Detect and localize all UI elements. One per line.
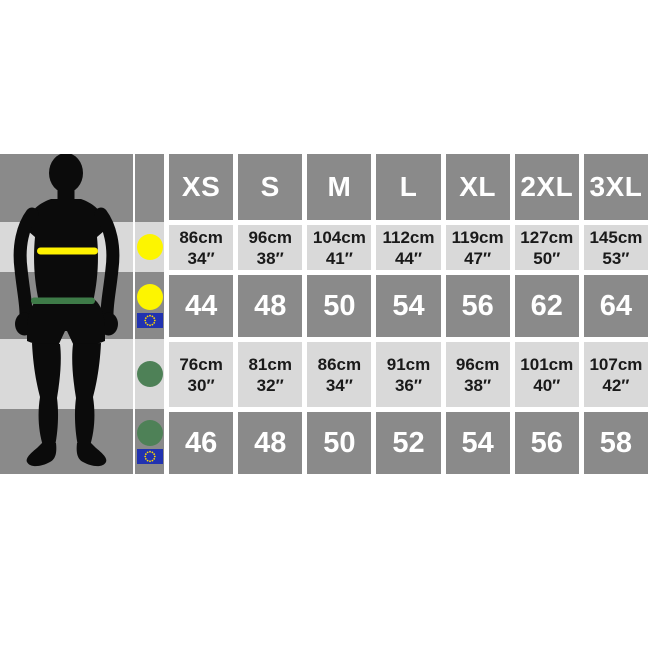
chest-eu-cell: 50 (307, 275, 372, 337)
waist-eu-cell: 48 (238, 412, 303, 474)
chest-eu-cell: 44 (169, 275, 234, 337)
chest-in-value: 47″ (464, 248, 492, 268)
indicator-column (135, 154, 164, 474)
waist-eu-cell: 58 (583, 412, 648, 474)
waist-cm-value: 76cm (179, 354, 223, 374)
waist-line (31, 297, 95, 304)
indicator-waist-cm (135, 339, 164, 409)
waist-in-value: 40″ (533, 375, 561, 395)
waist-in-value: 34″ (325, 375, 353, 395)
size-header-s: S (238, 154, 303, 220)
size-header-l: L (376, 154, 441, 220)
size-header-3xl: 3XL (583, 154, 648, 220)
chest-cm-cell: 112cm 44″ (376, 225, 441, 270)
waist-cm-cell: 107cm 42″ (583, 342, 648, 407)
waist-cm-value: 86cm (317, 354, 362, 374)
chest-eu-cell: 54 (376, 275, 441, 337)
indicator-chest-eu (135, 272, 164, 339)
waist-cm-value: 91cm (386, 354, 431, 374)
waist-cm-value: 101cm (520, 354, 574, 374)
waist-eu-cell: 56 (514, 412, 579, 474)
chest-cm-cell: 127cm 50″ (514, 225, 579, 270)
waist-in-value: 32″ (256, 375, 284, 395)
chest-in-value: 41″ (325, 248, 353, 268)
size-header-xl: XL (445, 154, 510, 220)
band-waist-cm (0, 339, 133, 409)
waist-cm-value: 96cm (455, 354, 500, 374)
size-header-m: M (307, 154, 372, 220)
chest-eu-cell: 48 (238, 275, 303, 337)
waist-in-value: 36″ (394, 375, 423, 395)
chest-cm-value: 145cm (589, 227, 643, 247)
size-table: XS S M L XL 2XL 3XL 86cm 34″ 96cm 38″ 104c… (169, 154, 648, 474)
chest-in-value: 53″ (602, 248, 630, 268)
chest-eu-cell: 56 (445, 275, 510, 337)
chest-eu-cell: 62 (514, 275, 579, 337)
chest-cm-cell: 96cm 38″ (238, 225, 303, 270)
waist-cm-cell: 91cm 36″ (376, 342, 441, 407)
chest-cm-value: 96cm (248, 227, 292, 247)
chest-line (37, 247, 98, 255)
waist-eu-cell: 46 (169, 412, 234, 474)
eu-flag-icon (136, 312, 163, 328)
eu-flag-icon (136, 448, 163, 464)
waist-eu-cell: 54 (445, 412, 510, 474)
yellow-dot-icon (136, 283, 163, 310)
band-waist-eu (0, 409, 133, 474)
figure-panel (0, 154, 133, 474)
male-silhouette (13, 154, 120, 467)
chest-cm-value: 104cm (312, 227, 366, 247)
waist-cm-cell: 96cm 38″ (445, 342, 510, 407)
waist-eu-cell: 52 (376, 412, 441, 474)
size-header-2xl: 2XL (514, 154, 579, 220)
indicator-chest-cm (135, 222, 164, 272)
indicator-header (135, 154, 164, 222)
chest-eu-cell: 64 (583, 275, 648, 337)
waist-cm-cell: 86cm 34″ (307, 342, 372, 407)
chest-cm-value: 119cm (451, 227, 504, 247)
chest-cm-cell: 104cm 41″ (307, 225, 372, 270)
yellow-dot-icon (136, 234, 163, 260)
chest-cm-value: 127cm (520, 227, 574, 247)
waist-eu-cell: 50 (307, 412, 372, 474)
chest-cm-cell: 119cm 47″ (445, 225, 510, 270)
waist-cm-value: 107cm (589, 354, 643, 374)
chest-in-value: 34″ (187, 248, 215, 268)
chest-cm-value: 112cm (382, 227, 435, 247)
chest-in-value: 38″ (256, 248, 284, 268)
green-dot-icon (136, 419, 163, 446)
chest-in-value: 50″ (533, 248, 561, 268)
waist-cm-cell: 101cm 40″ (514, 342, 579, 407)
chest-in-value: 44″ (394, 248, 423, 268)
waist-cm-cell: 76cm 30″ (169, 342, 234, 407)
chest-cm-value: 86cm (179, 227, 223, 247)
indicator-waist-eu (135, 409, 164, 474)
waist-in-value: 42″ (602, 375, 630, 395)
waist-cm-value: 81cm (248, 354, 292, 374)
waist-in-value: 38″ (464, 375, 492, 395)
green-dot-icon (136, 361, 163, 387)
waist-cm-cell: 81cm 32″ (238, 342, 303, 407)
size-header-xs: XS (169, 154, 234, 220)
waist-in-value: 30″ (187, 375, 215, 395)
chest-cm-cell: 145cm 53″ (583, 225, 648, 270)
chest-cm-cell: 86cm 34″ (169, 225, 234, 270)
